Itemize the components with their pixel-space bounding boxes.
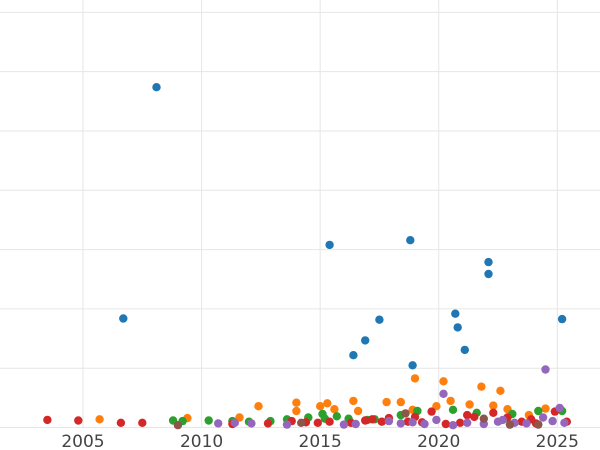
data-point bbox=[349, 396, 358, 406]
data-point bbox=[479, 414, 488, 423]
data-point bbox=[498, 415, 507, 425]
data-point bbox=[484, 269, 493, 279]
data-point bbox=[453, 323, 462, 332]
data-point bbox=[534, 406, 543, 416]
data-point bbox=[560, 418, 569, 427]
data-point bbox=[496, 386, 505, 395]
data-point bbox=[396, 419, 405, 428]
data-point bbox=[43, 415, 52, 425]
data-point bbox=[460, 345, 469, 355]
data-point bbox=[349, 351, 358, 360]
data-point bbox=[534, 420, 543, 429]
data-point bbox=[541, 404, 550, 413]
data-point bbox=[470, 412, 479, 422]
data-point bbox=[313, 418, 322, 427]
data-point bbox=[292, 406, 301, 416]
data-point bbox=[297, 418, 306, 427]
data-point bbox=[541, 365, 550, 374]
data-point bbox=[522, 419, 531, 428]
data-point bbox=[420, 419, 429, 429]
data-point bbox=[292, 398, 301, 407]
data-point bbox=[489, 401, 498, 410]
data-point bbox=[173, 421, 183, 430]
data-point bbox=[463, 418, 472, 427]
data-point bbox=[538, 413, 548, 422]
data-point bbox=[325, 240, 334, 250]
data-point bbox=[351, 419, 360, 429]
data-point bbox=[361, 336, 370, 345]
data-point bbox=[410, 374, 420, 383]
data-point bbox=[432, 415, 441, 425]
data-point bbox=[408, 361, 417, 370]
data-point bbox=[330, 405, 339, 414]
data-point bbox=[282, 420, 292, 429]
data-point bbox=[377, 417, 386, 426]
grid-layer bbox=[0, 0, 600, 428]
data-point bbox=[116, 418, 126, 427]
data-point bbox=[439, 377, 448, 386]
data-point bbox=[318, 409, 327, 419]
data-point bbox=[465, 400, 474, 409]
data-point bbox=[375, 315, 384, 324]
x-tick-label: 2025 bbox=[536, 432, 579, 450]
data-point bbox=[489, 408, 498, 417]
points-layer bbox=[43, 83, 571, 430]
data-point bbox=[325, 417, 334, 426]
data-point bbox=[353, 406, 363, 416]
data-point bbox=[484, 257, 493, 267]
data-point bbox=[548, 416, 557, 426]
data-point bbox=[441, 419, 450, 429]
data-point bbox=[455, 418, 465, 427]
data-point bbox=[230, 418, 239, 427]
data-point bbox=[361, 416, 370, 425]
data-point bbox=[254, 402, 263, 411]
x-tick-label: 2010 bbox=[180, 432, 223, 450]
data-point bbox=[263, 419, 273, 428]
data-point bbox=[74, 416, 83, 425]
data-point bbox=[204, 416, 213, 425]
data-point bbox=[138, 418, 147, 427]
data-point bbox=[396, 397, 405, 407]
data-point bbox=[432, 402, 441, 411]
data-point bbox=[332, 412, 341, 421]
data-point bbox=[446, 396, 455, 406]
data-point bbox=[463, 410, 472, 420]
data-point bbox=[439, 389, 448, 398]
data-point bbox=[477, 382, 486, 391]
data-point bbox=[368, 415, 377, 424]
data-point bbox=[316, 402, 325, 411]
data-point bbox=[95, 415, 104, 424]
data-point bbox=[401, 409, 410, 418]
x-tick-label: 2020 bbox=[417, 432, 460, 450]
x-tick-label: 2005 bbox=[61, 432, 104, 450]
data-point bbox=[448, 405, 458, 414]
data-point bbox=[555, 403, 564, 413]
data-point bbox=[451, 309, 460, 318]
data-point bbox=[557, 314, 567, 324]
data-point bbox=[448, 421, 458, 430]
x-axis-ticks: 2005 2010 2015 2020 2025 bbox=[61, 432, 579, 450]
data-point bbox=[323, 399, 332, 408]
data-point bbox=[427, 407, 436, 416]
x-tick-label: 2015 bbox=[299, 432, 342, 450]
data-point bbox=[152, 83, 161, 92]
data-point bbox=[214, 419, 223, 428]
data-point bbox=[505, 420, 515, 429]
data-point bbox=[382, 397, 391, 407]
data-point bbox=[406, 236, 415, 245]
data-point bbox=[119, 314, 128, 323]
data-point bbox=[339, 420, 349, 429]
data-point bbox=[384, 416, 394, 426]
data-point bbox=[408, 418, 417, 427]
data-point bbox=[247, 419, 256, 428]
